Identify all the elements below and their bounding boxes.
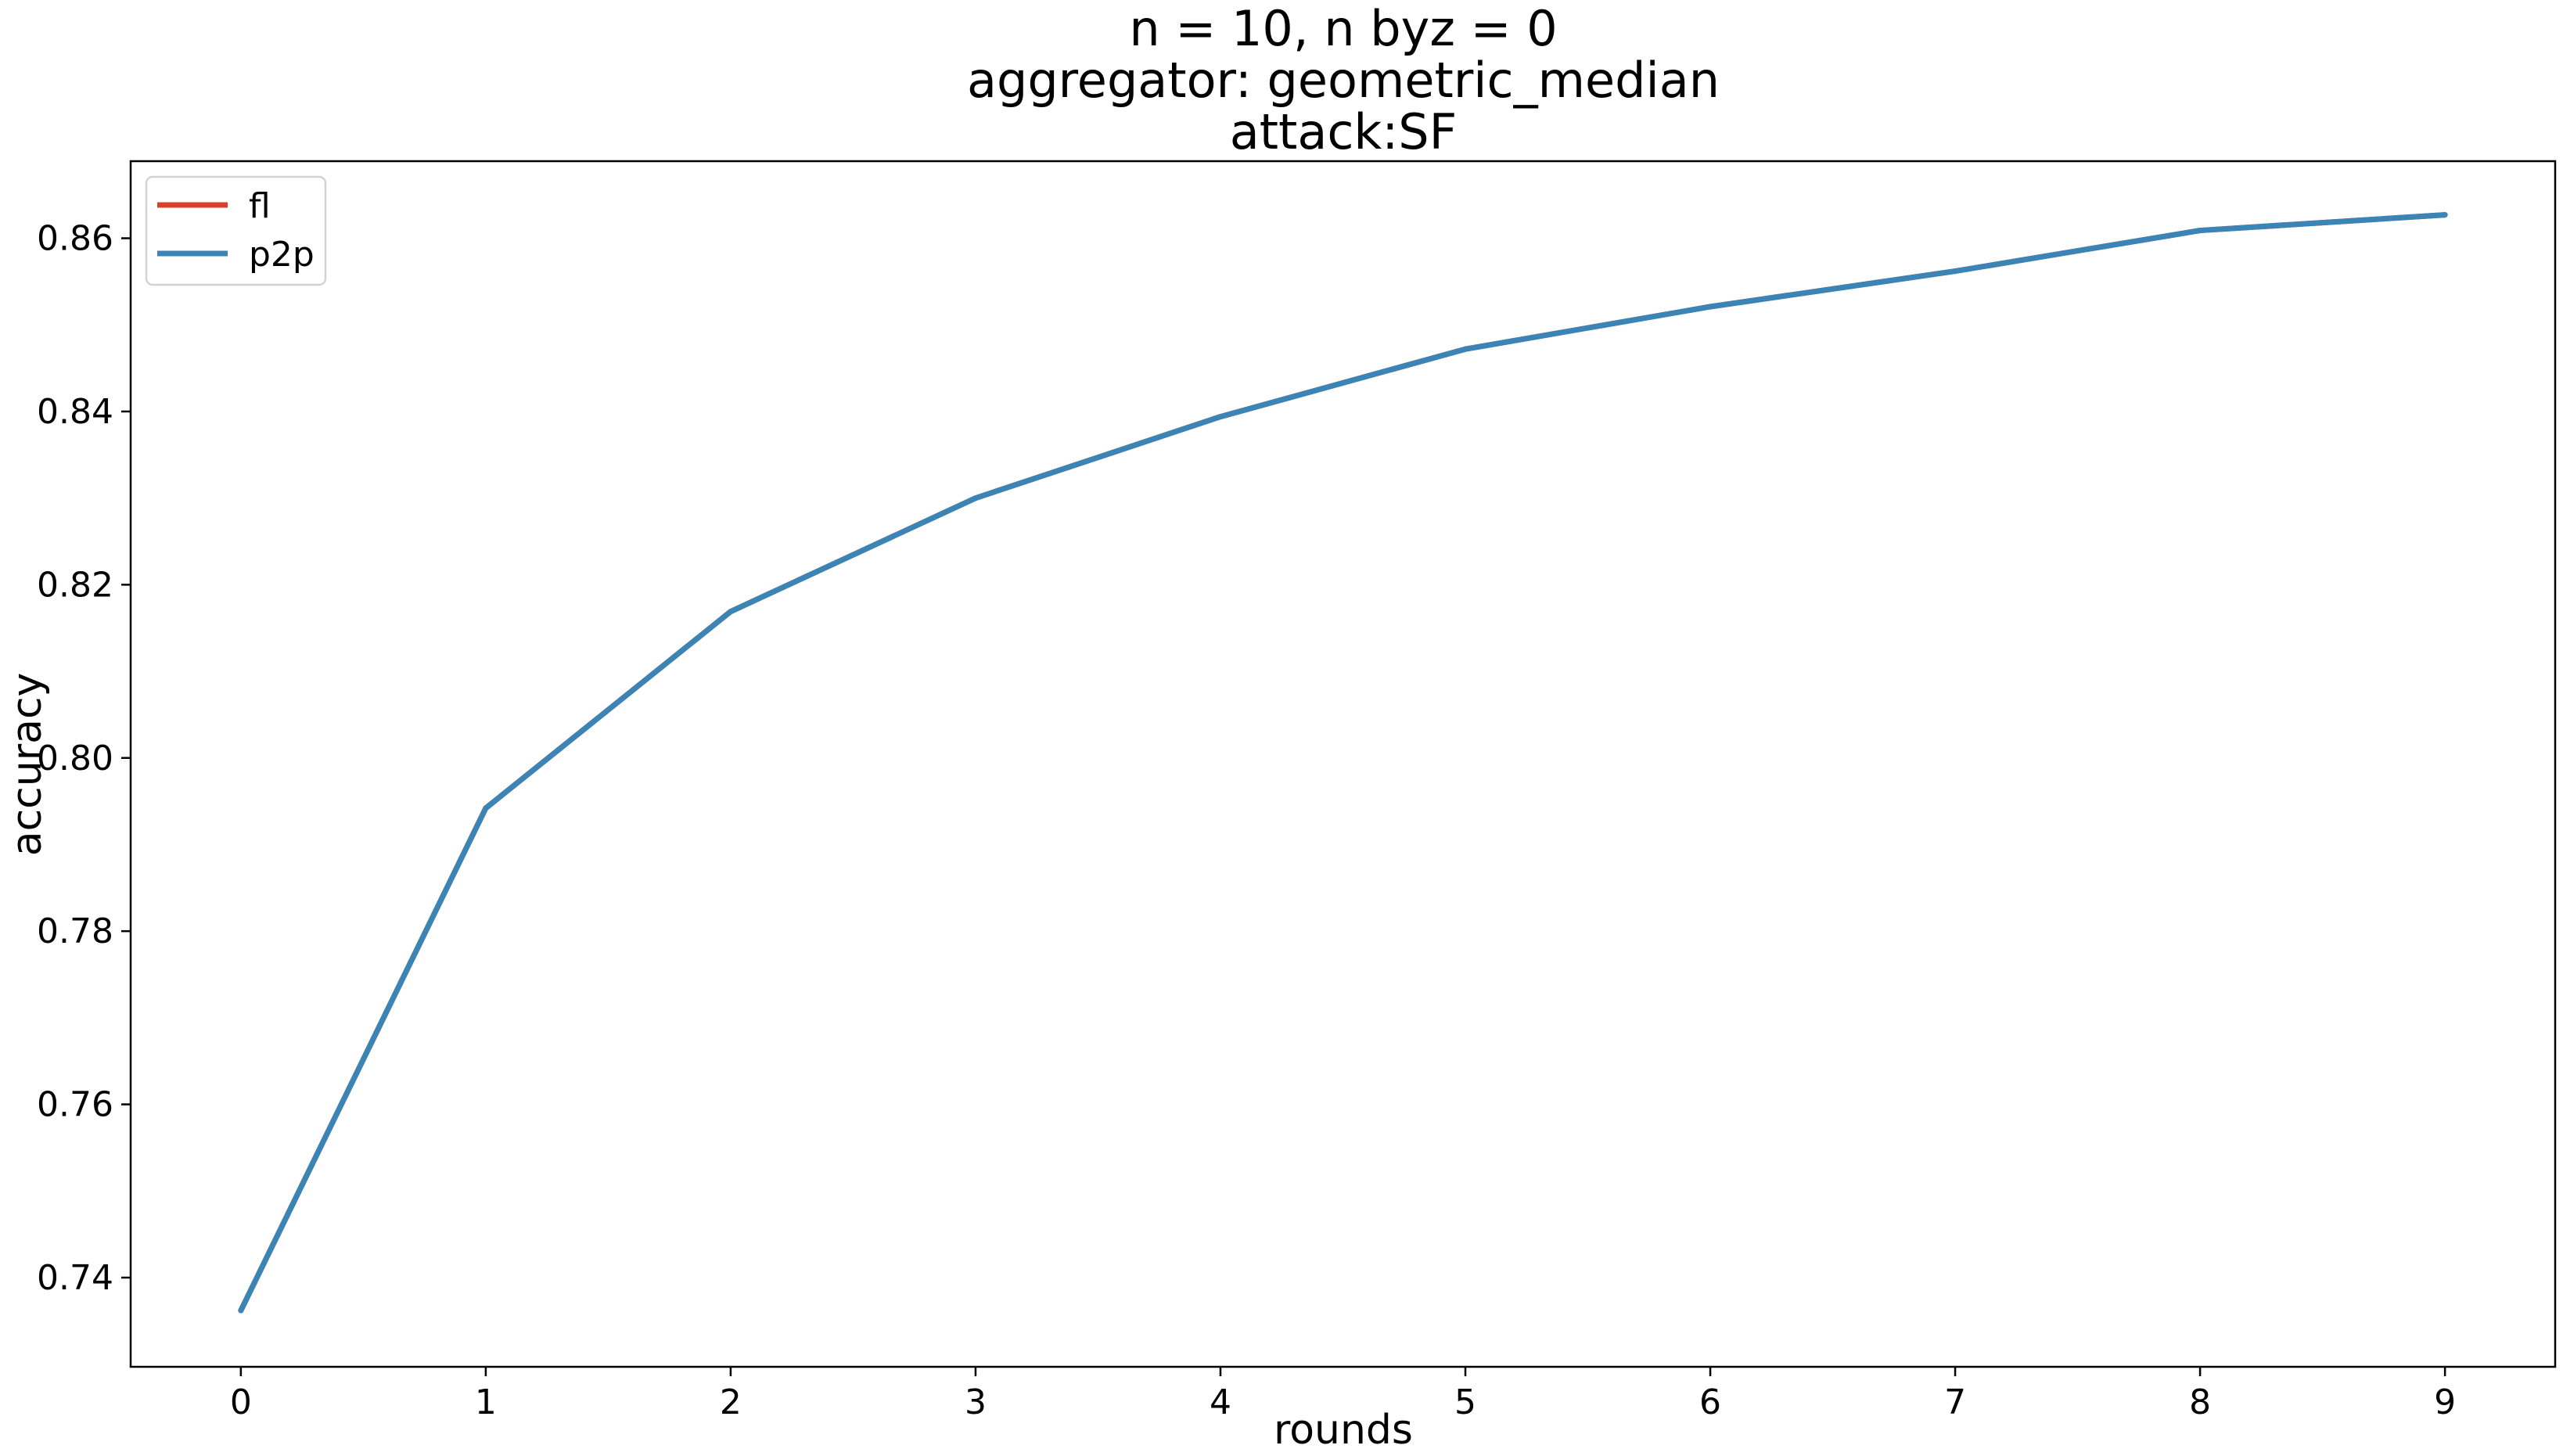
data-point-p2p: [972, 495, 979, 502]
data-point-p2p: [2442, 212, 2448, 218]
y-axis-label: accuracy: [4, 673, 51, 857]
x-tick-label: 9: [2434, 1382, 2456, 1422]
data-point-p2p: [1217, 414, 1224, 420]
data-point-p2p: [1462, 346, 1468, 352]
series-line-fl: [238, 212, 2446, 1312]
x-axis-label: rounds: [1274, 1407, 1413, 1454]
data-point-p2p: [483, 805, 489, 811]
data-point-p2p: [2197, 228, 2203, 234]
legend-label-fl: fl: [249, 186, 271, 226]
legend-label-p2p: p2p: [249, 235, 315, 275]
data-point-p2p: [1707, 304, 1713, 310]
chart-title: n = 10, n byz = 0 aggregator: geometric_…: [967, 0, 1720, 160]
data-point-p2p: [1952, 268, 1958, 275]
chart-title-line-3: attack:SF: [1230, 103, 1458, 160]
x-tick-label: 5: [1454, 1382, 1476, 1422]
x-tick-label: 4: [1210, 1382, 1231, 1422]
x-axis: 0 1 2 3 4 5 6 7 8 9: [230, 1367, 2456, 1422]
chart-title-line-1: n = 10, n byz = 0: [1129, 0, 1557, 57]
y-tick-label: 0.82: [37, 565, 113, 605]
plot-area-frame: [129, 160, 2557, 1368]
y-tick-label: 0.78: [37, 911, 113, 951]
legend: fl p2p: [145, 175, 327, 286]
series-layer: [238, 212, 2448, 1314]
y-axis: 0.74 0.76 0.78 0.80 0.82 0.84 0.86: [37, 219, 131, 1298]
y-tick-label: 0.86: [37, 219, 113, 259]
y-tick-label: 0.74: [37, 1258, 113, 1298]
series-line-p2p: [238, 212, 2446, 1312]
x-tick-label: 0: [230, 1382, 252, 1422]
y-tick-label: 0.76: [37, 1085, 113, 1125]
x-tick-label: 8: [2189, 1382, 2211, 1422]
x-tick-label: 7: [1944, 1382, 1966, 1422]
chart-title-line-2: aggregator: geometric_median: [967, 52, 1720, 109]
x-tick-label: 1: [475, 1382, 497, 1422]
data-point-p2p: [238, 1307, 244, 1314]
x-tick-label: 2: [720, 1382, 742, 1422]
data-point-p2p: [728, 609, 734, 615]
y-tick-label: 0.84: [37, 392, 113, 432]
x-tick-label: 3: [965, 1382, 987, 1422]
y-tick-label: 0.80: [37, 739, 113, 778]
x-tick-label: 6: [1699, 1382, 1721, 1422]
